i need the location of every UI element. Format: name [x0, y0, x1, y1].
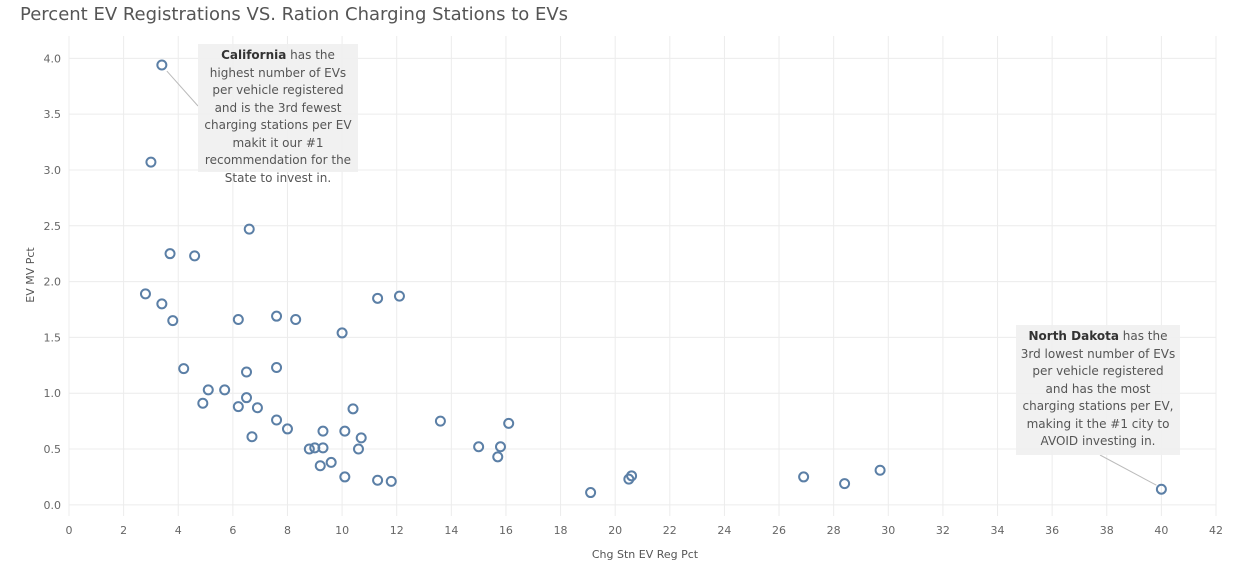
x-tick-label: 26	[772, 524, 786, 537]
annotation-north-dakota: North Dakota has the 3rd lowest number o…	[1016, 325, 1180, 455]
data-point	[281, 423, 293, 435]
y-axis-label: EV MV Pct	[24, 247, 37, 303]
data-point	[798, 471, 810, 483]
data-point	[271, 414, 283, 426]
data-point	[347, 403, 359, 415]
data-point	[246, 431, 258, 443]
data-point	[336, 327, 348, 339]
x-tick-label: 32	[936, 524, 950, 537]
data-point	[202, 384, 214, 396]
data-point	[434, 415, 446, 427]
data-point	[271, 362, 283, 374]
data-point	[492, 451, 504, 463]
y-tick-label: 0.0	[44, 499, 62, 512]
x-tick-label: 18	[554, 524, 568, 537]
data-point	[385, 475, 397, 487]
data-point	[271, 310, 283, 322]
data-point	[290, 314, 302, 326]
data-point	[473, 441, 485, 453]
y-tick-label: 2.5	[44, 220, 62, 233]
x-tick-label: 42	[1209, 524, 1223, 537]
data-point	[355, 432, 367, 444]
data-point	[189, 250, 201, 262]
data-point	[372, 292, 384, 304]
annotation-leader-lines	[166, 70, 1157, 486]
data-point	[251, 402, 263, 414]
data-point	[139, 288, 151, 300]
y-tick-label: 1.5	[44, 331, 62, 344]
x-tick-label: 0	[66, 524, 73, 537]
data-point	[585, 487, 597, 499]
data-point	[303, 443, 315, 455]
annotation-california-bold: California	[221, 48, 287, 62]
x-tick-label: 8	[284, 524, 291, 537]
x-tick-label: 10	[335, 524, 349, 537]
data-point	[241, 392, 253, 404]
data-point	[1155, 483, 1167, 495]
y-axis-ticks: 0.0 0.5 1.0 1.5 2.0 2.5 3.0 3.5 4.0	[44, 52, 62, 512]
x-tick-label: 20	[608, 524, 622, 537]
data-point	[167, 315, 179, 327]
data-point	[317, 425, 329, 437]
data-points	[139, 59, 1167, 499]
data-point	[372, 474, 384, 486]
data-point	[145, 156, 157, 168]
x-tick-label: 36	[1045, 524, 1059, 537]
y-tick-label: 3.0	[44, 164, 62, 177]
data-point	[626, 470, 638, 482]
x-tick-label: 14	[444, 524, 458, 537]
annotation-north-dakota-text: has the 3rd lowest number of EVs per veh…	[1020, 329, 1176, 448]
x-tick-label: 6	[229, 524, 236, 537]
leader-line-california	[166, 70, 199, 107]
data-point	[178, 363, 190, 375]
data-point	[325, 456, 337, 468]
data-point	[339, 425, 351, 437]
data-point	[197, 397, 209, 409]
y-tick-label: 3.5	[44, 108, 62, 121]
data-point	[314, 460, 326, 472]
y-tick-label: 0.5	[44, 443, 62, 456]
x-axis-label: Chg Stn EV Reg Pct	[592, 548, 699, 561]
x-tick-label: 34	[991, 524, 1005, 537]
annotation-california-text: has the highest number of EVs per vehicl…	[204, 48, 352, 185]
y-tick-label: 2.0	[44, 276, 62, 289]
x-tick-label: 28	[827, 524, 841, 537]
data-point	[156, 298, 168, 310]
x-tick-label: 12	[390, 524, 404, 537]
data-point	[243, 223, 255, 235]
y-tick-label: 4.0	[44, 52, 62, 65]
y-tick-label: 1.0	[44, 387, 62, 400]
x-tick-label: 16	[499, 524, 513, 537]
data-point	[874, 464, 886, 476]
data-point	[503, 417, 515, 429]
leader-line-north-dakota	[1099, 454, 1157, 486]
data-point	[494, 441, 506, 453]
x-tick-label: 30	[881, 524, 895, 537]
data-point	[241, 366, 253, 378]
x-axis-ticks: 0 2 4 6 8 10 12 14 16 18 20 22 24 26 28 30 32 34 36 38 40 42	[66, 524, 1224, 537]
data-point	[164, 248, 176, 260]
annotation-north-dakota-bold: North Dakota	[1028, 329, 1119, 343]
data-point	[156, 59, 168, 71]
x-tick-label: 38	[1100, 524, 1114, 537]
data-point	[232, 401, 244, 413]
data-point	[219, 384, 231, 396]
data-point	[317, 442, 329, 454]
data-point	[352, 443, 364, 455]
gridlines	[68, 36, 1217, 516]
chart-title: Percent EV Registrations VS. Ration Char…	[20, 4, 569, 25]
x-tick-label: 40	[1154, 524, 1168, 537]
x-tick-label: 24	[717, 524, 731, 537]
x-tick-label: 4	[175, 524, 182, 537]
data-point	[393, 290, 405, 302]
data-point	[339, 471, 351, 483]
x-tick-label: 2	[120, 524, 127, 537]
data-point	[839, 478, 851, 490]
data-point	[232, 314, 244, 326]
annotation-california: California has the highest number of EVs…	[198, 44, 358, 185]
x-tick-label: 22	[663, 524, 677, 537]
